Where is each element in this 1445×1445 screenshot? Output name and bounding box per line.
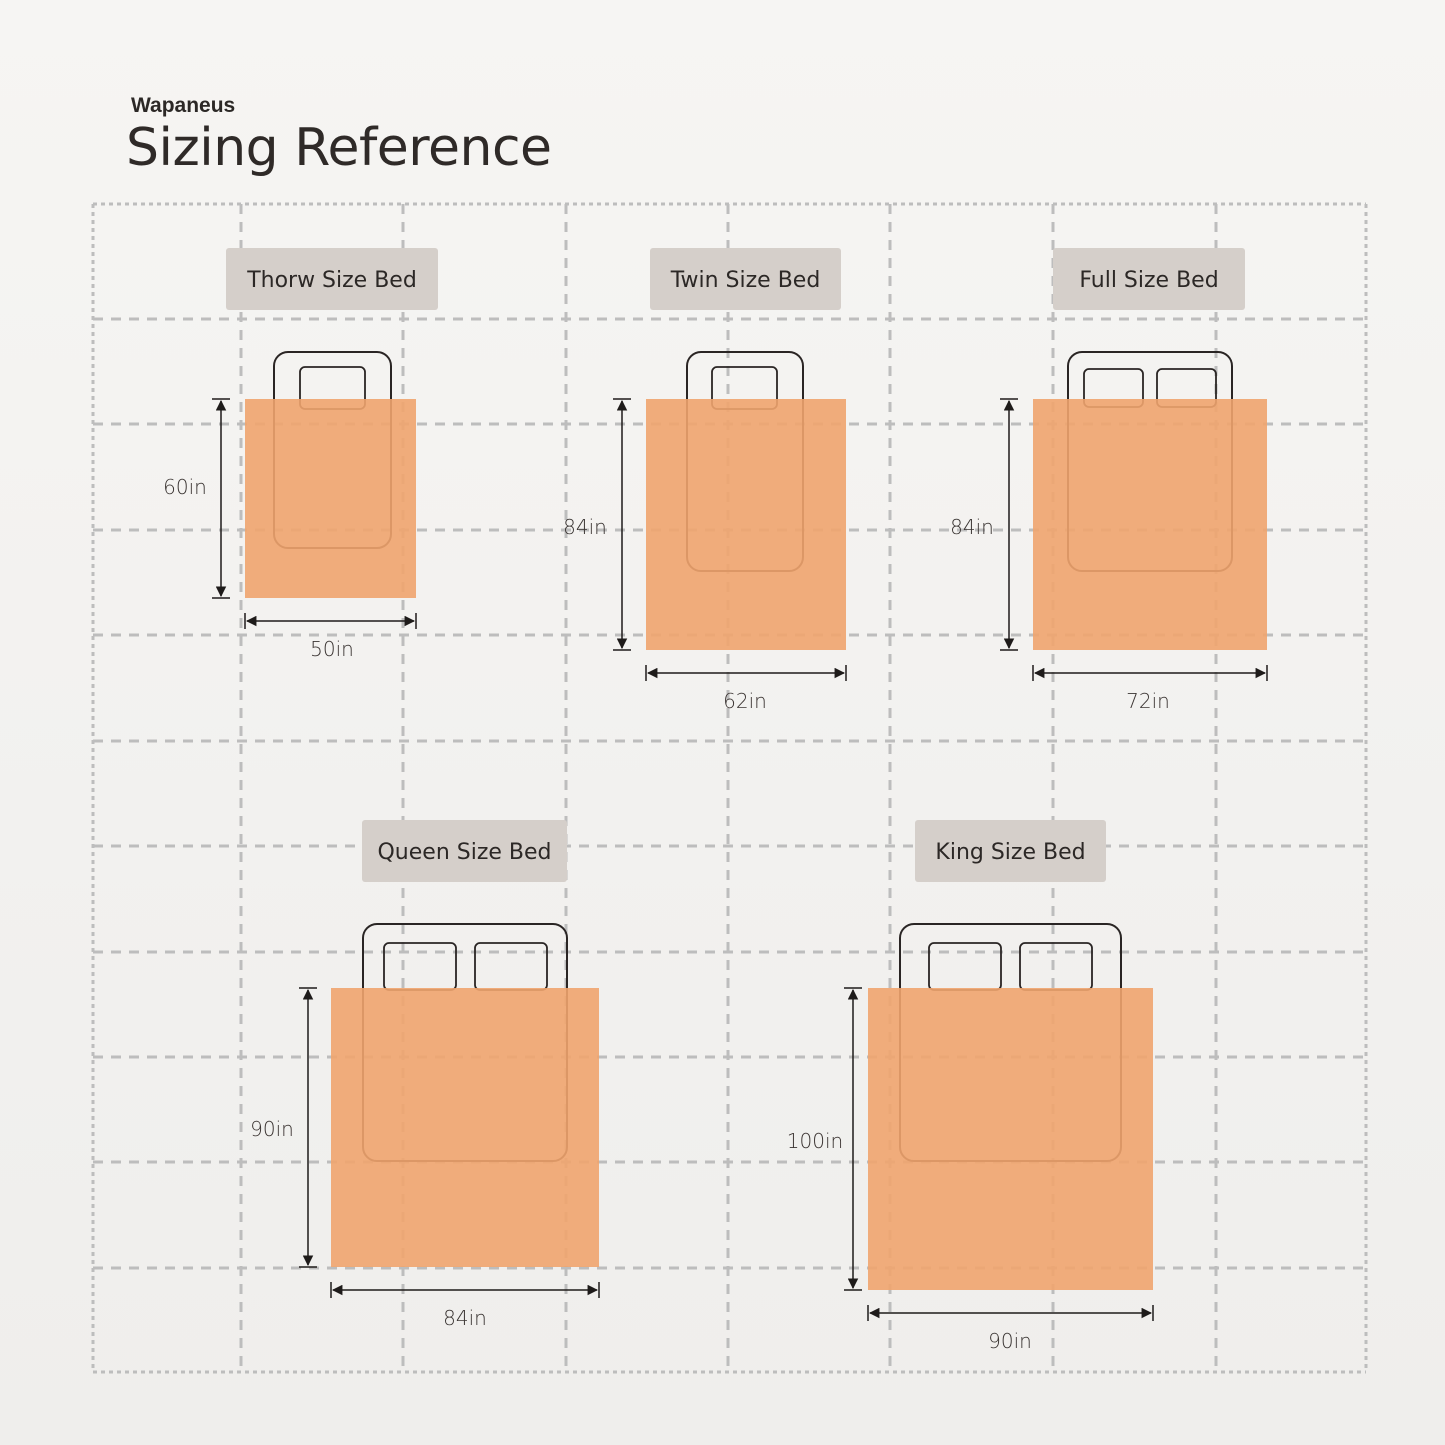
- blanket-area: [1033, 399, 1267, 650]
- bed-name: Thorw Size Bed: [246, 268, 417, 293]
- bed-label-box: [226, 248, 438, 310]
- bed-name: Full Size Bed: [1079, 268, 1218, 293]
- bed-diagram: Queen Size Bed 90in 84in: [250, 820, 600, 1330]
- dashed-grid: [91, 202, 1368, 1374]
- height-label: 100in: [787, 1129, 843, 1153]
- height-label: 84in: [950, 515, 994, 539]
- bed-name: King Size Bed: [935, 840, 1085, 865]
- bed-diagram: King Size Bed 100in 90in: [787, 820, 1154, 1353]
- pillow-icon: [383, 942, 457, 991]
- blanket-area: [646, 399, 846, 650]
- bed-diagram: Thorw Size Bed 60in 50in: [163, 248, 438, 661]
- pillow-icon: [1019, 942, 1093, 991]
- width-label: 72in: [1126, 689, 1170, 713]
- bed-label-box: [915, 820, 1106, 882]
- page-title: Sizing Reference: [126, 118, 552, 178]
- bed-diagram: Full Size Bed 84in 72in: [950, 248, 1268, 713]
- bed-name: Queen Size Bed: [377, 840, 551, 865]
- height-label: 90in: [250, 1117, 294, 1141]
- bed-label-box: [650, 248, 841, 310]
- width-label: 62in: [723, 689, 767, 713]
- bed-diagram: Twin Size Bed 84in 62in: [563, 248, 847, 713]
- width-label: 90in: [988, 1329, 1032, 1353]
- bed-label-box: [1053, 248, 1245, 310]
- pillow-icon: [474, 942, 548, 991]
- height-label: 60in: [163, 475, 207, 499]
- blanket-area: [331, 988, 599, 1267]
- height-label: 84in: [563, 515, 607, 539]
- blanket-area: [868, 988, 1153, 1290]
- brand-name: Wapaneus: [131, 94, 236, 117]
- width-label: 84in: [443, 1306, 487, 1330]
- bed-name: Twin Size Bed: [670, 268, 821, 293]
- blanket-area: [245, 399, 416, 598]
- width-label: 50in: [310, 637, 354, 661]
- pillow-icon: [928, 942, 1002, 991]
- bed-label-box: [362, 820, 567, 882]
